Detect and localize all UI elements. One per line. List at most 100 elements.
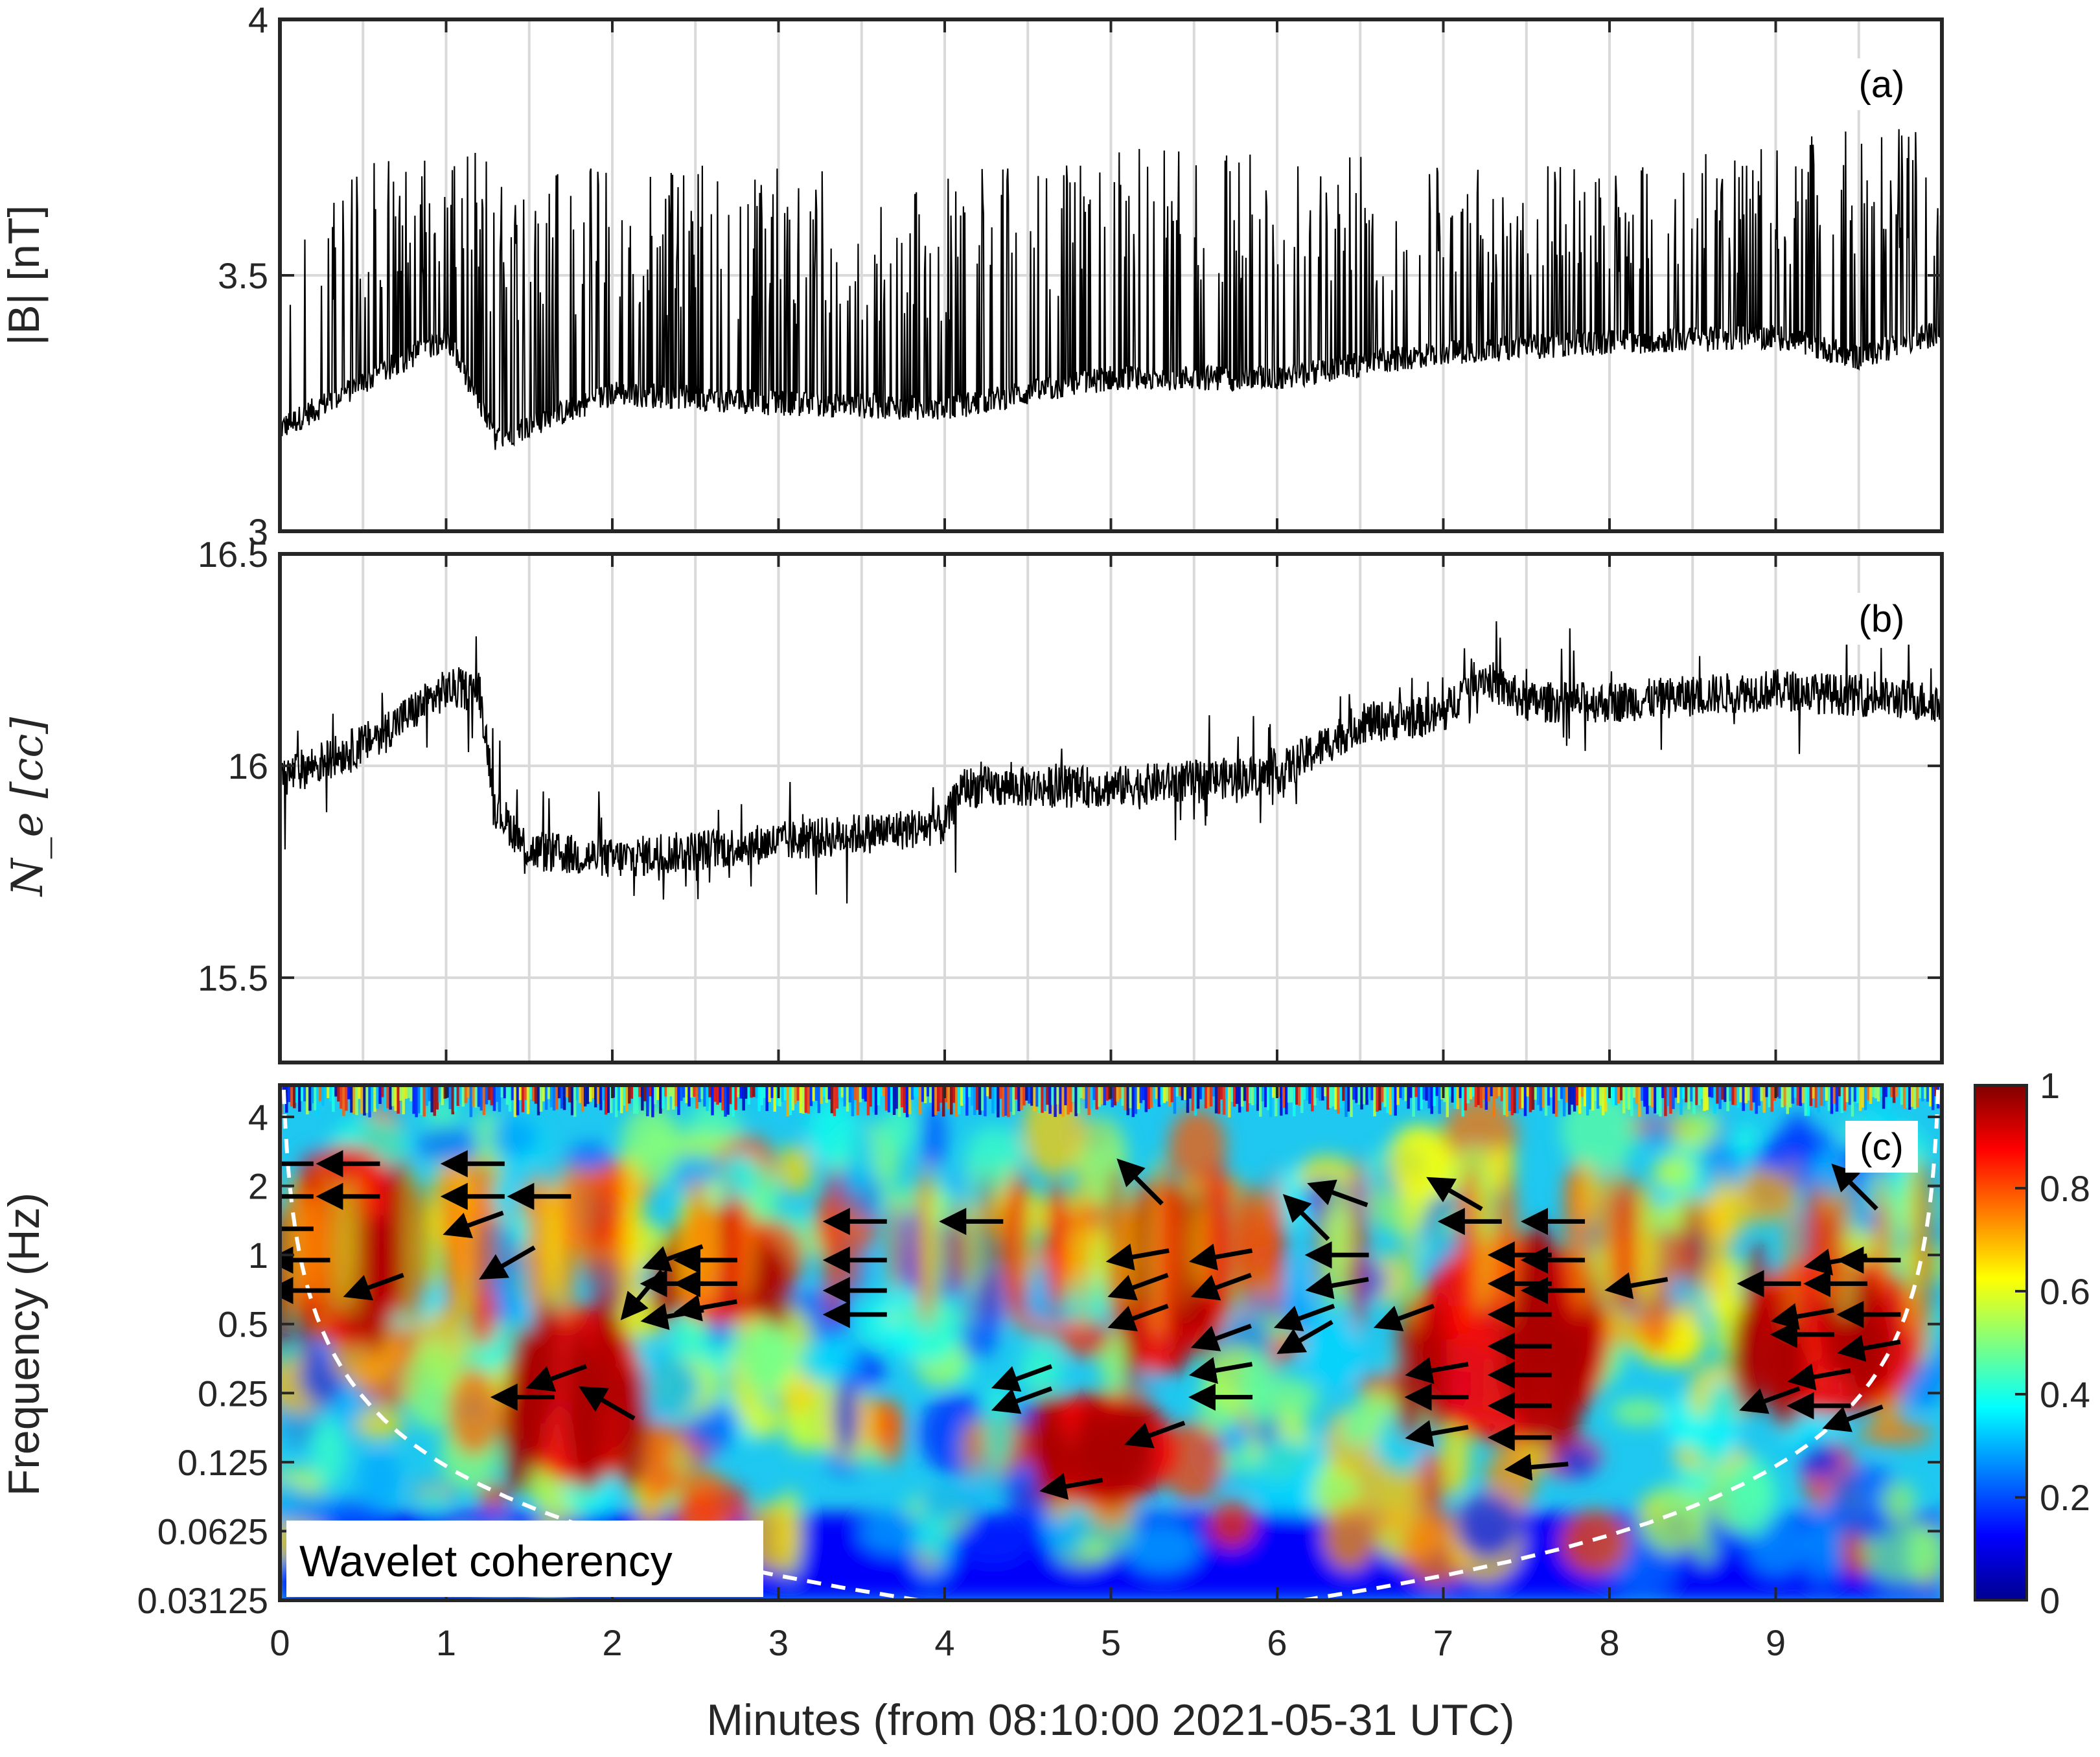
phase-arrow xyxy=(1282,1193,1330,1241)
heatmap-hf-cell xyxy=(1271,1085,1275,1098)
heatmap-hf-cell xyxy=(1794,1085,1797,1098)
colorbar: 1 0.8 0.6 0.4 0.2 0 xyxy=(1974,1065,2090,1621)
heatmap-hf-cell xyxy=(1227,1085,1231,1118)
heatmap-hf-cell xyxy=(1648,1085,1652,1106)
heatmap-hf-cell xyxy=(1357,1085,1361,1105)
heatmap-hf-cell xyxy=(955,1085,958,1118)
heatmap-hf-cell xyxy=(461,1085,465,1107)
heatmap-hf-cell xyxy=(778,1085,781,1107)
heatmap-hf-cell xyxy=(365,1085,369,1113)
heatmap-hf-cell xyxy=(1201,1085,1205,1099)
heatmap-hf-cell xyxy=(288,1085,291,1103)
heatmap-hf-cell xyxy=(451,1085,455,1115)
heatmap-hf-cell xyxy=(1090,1085,1093,1109)
heatmap-hf-cell xyxy=(601,1085,605,1101)
heatmap-cell xyxy=(1442,1411,1470,1498)
heatmap-hf-cell xyxy=(786,1085,790,1117)
heatmap-cell xyxy=(1779,1112,1816,1192)
heatmap-streak xyxy=(1033,1424,1072,1504)
heatmap-hf-cell xyxy=(334,1085,338,1097)
y-tick-label: 16.5 xyxy=(198,534,268,575)
heatmap-hf-cell xyxy=(293,1085,296,1108)
heatmap-streak xyxy=(544,1187,557,1304)
heatmap-hf-cell xyxy=(1183,1085,1187,1100)
heatmap-hf-cell xyxy=(1887,1085,1891,1110)
heatmap-hf-cell xyxy=(1591,1085,1595,1111)
heatmap-hf-cell xyxy=(1783,1085,1787,1106)
heatmap-hf-cell xyxy=(1015,1085,1018,1100)
heatmap-hf-cell xyxy=(500,1085,504,1098)
heatmap-hf-cell xyxy=(895,1085,899,1109)
heatmap-hf-cell xyxy=(910,1085,914,1100)
heatmap-hf-cell xyxy=(324,1085,327,1099)
heatmap-streak xyxy=(1636,1186,1659,1305)
heatmap-hf-cell xyxy=(986,1085,989,1097)
heatmap-hf-cell xyxy=(1521,1085,1525,1108)
heatmap-hf-cell xyxy=(386,1085,389,1108)
heatmap-streak xyxy=(606,1180,627,1311)
heatmap-hf-cell xyxy=(441,1085,444,1105)
heatmap-hf-cell xyxy=(606,1085,610,1113)
heatmap-hf-cell xyxy=(425,1085,428,1106)
panel-c-label: (c) xyxy=(1860,1126,1904,1168)
heatmap-hf-cell xyxy=(1334,1085,1337,1110)
heatmap-streak xyxy=(1078,1162,1090,1328)
heatmap-hf-cell xyxy=(1654,1085,1657,1114)
heatmap-hf-cell xyxy=(1087,1085,1090,1116)
heatmap-streak xyxy=(1243,1182,1267,1309)
heatmap-hf-cell xyxy=(1610,1085,1613,1097)
panel-a: 43.53 |B| [nT] (a) xyxy=(0,0,1944,552)
heatmap-hf-cell xyxy=(1277,1085,1280,1097)
heatmap-hf-cell xyxy=(562,1085,566,1110)
heatmap-hf-cell xyxy=(1588,1085,1592,1110)
y-tick-label: 0.03125 xyxy=(137,1580,268,1621)
heatmap-cell xyxy=(1644,1118,1672,1149)
heatmap-hf-cell xyxy=(716,1085,719,1105)
heatmap-hf-cell xyxy=(1547,1085,1551,1106)
heatmap-hf-cell xyxy=(415,1085,418,1118)
heatmap-cell xyxy=(743,1402,781,1439)
heatmap-hf-cell xyxy=(609,1085,613,1114)
heatmap-hf-cell xyxy=(1490,1085,1494,1097)
heatmap-streak xyxy=(1176,1177,1187,1314)
heatmap-hf-cell xyxy=(1734,1085,1737,1106)
heatmap-hf-cell xyxy=(1840,1085,1844,1113)
heatmap-hf-cell xyxy=(1464,1085,1468,1111)
heatmap-cell xyxy=(848,1121,875,1193)
heatmap-hf-cell xyxy=(1178,1085,1182,1096)
heatmap-hf-cell xyxy=(687,1085,691,1107)
heatmap-hf-cell xyxy=(941,1085,945,1117)
heatmap-hf-cell xyxy=(698,1085,701,1103)
heatmap-hf-cell xyxy=(477,1085,481,1107)
colorbar-tick-label: 0.4 xyxy=(2040,1374,2090,1415)
heatmap-hf-cell xyxy=(1347,1085,1350,1112)
heatmap-streak xyxy=(1160,1155,1174,1336)
heatmap-hf-cell xyxy=(612,1085,616,1098)
heatmap-hf-cell xyxy=(968,1085,971,1097)
heatmap-hf-cell xyxy=(459,1085,463,1105)
heatmap-hf-cell xyxy=(1181,1085,1184,1101)
heatmap-hf-cell xyxy=(1685,1085,1688,1103)
heatmap-hf-cell xyxy=(897,1085,901,1117)
colorbar-gradient xyxy=(1974,1084,2028,1602)
heatmap-hf-cell xyxy=(1500,1085,1504,1101)
heatmap-hf-cell xyxy=(814,1085,818,1101)
heatmap-hf-cell xyxy=(724,1085,727,1117)
heatmap-hf-cell xyxy=(599,1085,603,1110)
heatmap-hf-cell xyxy=(820,1085,824,1104)
heatmap-cell xyxy=(777,1145,814,1194)
heatmap-hf-cell xyxy=(936,1085,940,1112)
heatmap-hf-cell xyxy=(1381,1085,1384,1102)
heatmap-hf-cell xyxy=(1258,1085,1262,1117)
heatmap-hf-cell xyxy=(350,1085,353,1113)
heatmap-hf-cell xyxy=(428,1085,431,1101)
panel-a-label-box xyxy=(1845,58,1918,110)
heatmap-streak xyxy=(1497,1180,1519,1311)
heatmap-hf-cell xyxy=(1889,1085,1893,1097)
heatmap-cell xyxy=(1611,1398,1667,1426)
heatmap-hf-cell xyxy=(420,1085,423,1116)
heatmap-hf-cell xyxy=(389,1085,392,1110)
heatmap-streak xyxy=(921,1187,938,1303)
x-tick-label: 9 xyxy=(1766,1622,1786,1663)
colorbar-tick-label: 0.6 xyxy=(2040,1271,2090,1312)
